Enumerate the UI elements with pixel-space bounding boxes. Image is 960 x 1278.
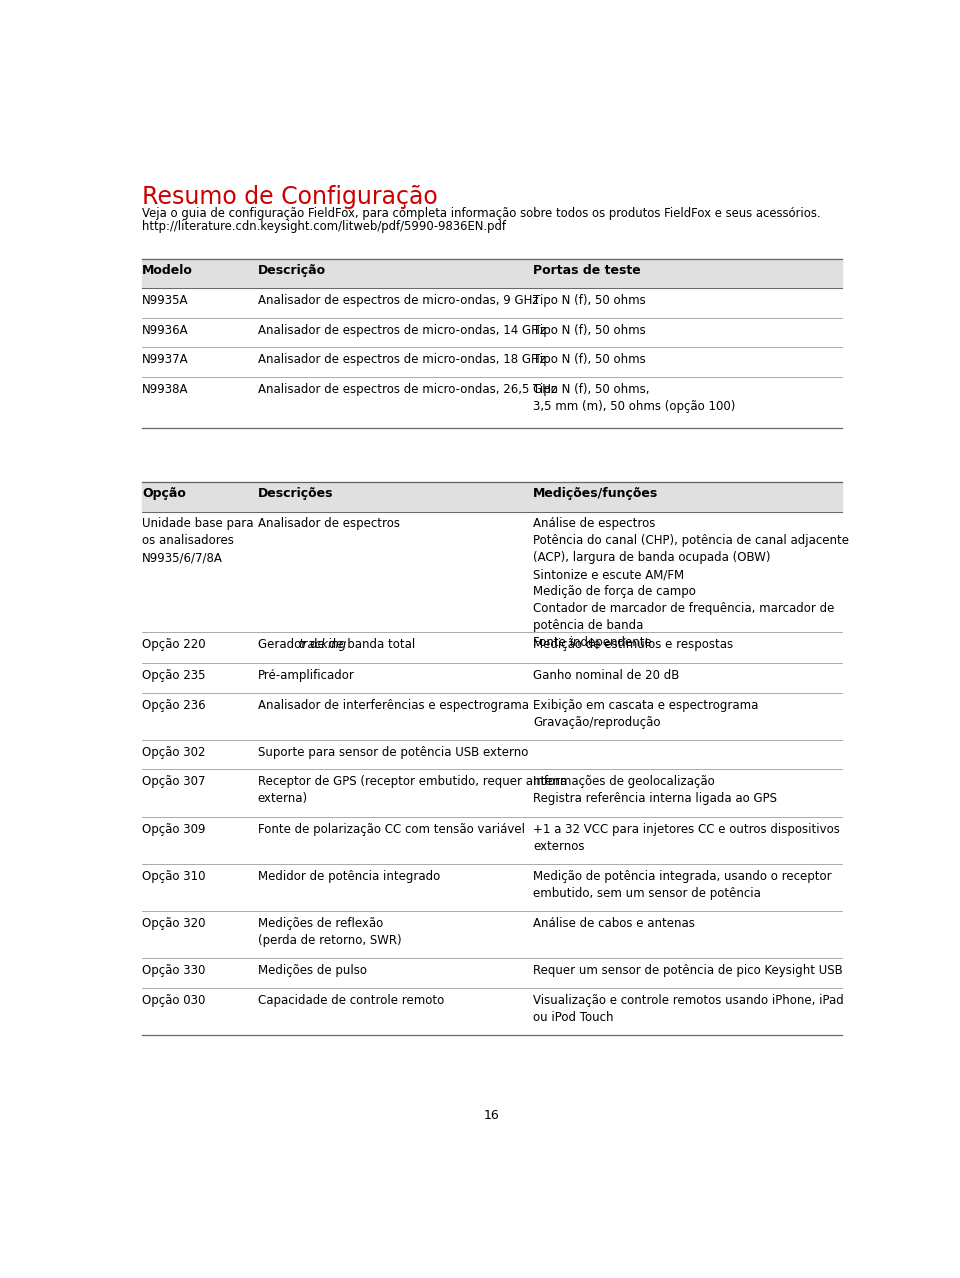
Text: Veja o guia de configuração FieldFox, para completa informação sobre todos os pr: Veja o guia de configuração FieldFox, pa… xyxy=(142,207,821,221)
Text: Ganho nominal de 20 dB: Ganho nominal de 20 dB xyxy=(533,668,680,682)
Bar xyxy=(142,258,842,288)
Text: Opção 302: Opção 302 xyxy=(142,746,205,759)
Text: Opção 310: Opção 310 xyxy=(142,870,205,883)
Bar xyxy=(142,482,842,511)
Text: N9937A: N9937A xyxy=(142,353,189,366)
Text: Pré-amplificador: Pré-amplificador xyxy=(257,668,354,682)
Text: Unidade base para
os analisadores
N9935/6/7/8A: Unidade base para os analisadores N9935/… xyxy=(142,518,253,565)
Text: Analisador de espectros de micro-ondas, 18 GHz: Analisador de espectros de micro-ondas, … xyxy=(257,353,545,366)
Text: Visualização e controle remotos usando iPhone, iPad
ou iPod Touch: Visualização e controle remotos usando i… xyxy=(533,994,844,1024)
Text: Tipo N (f), 50 ohms: Tipo N (f), 50 ohms xyxy=(533,323,646,336)
Text: Modelo: Modelo xyxy=(142,263,193,276)
Text: de banda total: de banda total xyxy=(324,638,415,651)
Text: Tipo N (f), 50 ohms: Tipo N (f), 50 ohms xyxy=(533,353,646,366)
Text: Medição de potência integrada, usando o receptor
embutido, sem um sensor de potê: Medição de potência integrada, usando o … xyxy=(533,870,831,900)
Text: Exibição em cascata e espectrograma
Gravação/reprodução: Exibição em cascata e espectrograma Grav… xyxy=(533,699,758,728)
Text: Analisador de interferências e espectrograma: Analisador de interferências e espectrog… xyxy=(257,699,529,712)
Text: Opção 030: Opção 030 xyxy=(142,994,205,1007)
Text: Descrição: Descrição xyxy=(257,263,325,276)
Text: +1 a 32 VCC para injetores CC e outros dispositivos
externos: +1 a 32 VCC para injetores CC e outros d… xyxy=(533,823,840,852)
Text: Medição de estímulos e respostas: Medição de estímulos e respostas xyxy=(533,638,733,651)
Text: Analisador de espectros: Analisador de espectros xyxy=(257,518,399,530)
Text: N9938A: N9938A xyxy=(142,382,189,396)
Text: Análise de espectros
Potência do canal (CHP), potência de canal adjacente
(ACP),: Análise de espectros Potência do canal (… xyxy=(533,518,849,649)
Text: Capacidade de controle remoto: Capacidade de controle remoto xyxy=(257,994,444,1007)
Text: Medições de reflexão
(perda de retorno, SWR): Medições de reflexão (perda de retorno, … xyxy=(257,918,401,947)
Text: Informações de geolocalização
Registra referência interna ligada ao GPS: Informações de geolocalização Registra r… xyxy=(533,776,777,805)
Text: Medições de pulso: Medições de pulso xyxy=(257,964,367,978)
Text: Requer um sensor de potência de pico Keysight USB: Requer um sensor de potência de pico Key… xyxy=(533,964,843,978)
Text: Opção 235: Opção 235 xyxy=(142,668,205,682)
Text: Suporte para sensor de potência USB externo: Suporte para sensor de potência USB exte… xyxy=(257,746,528,759)
Text: Tipo N (f), 50 ohms,
3,5 mm (m), 50 ohms (opção 100): Tipo N (f), 50 ohms, 3,5 mm (m), 50 ohms… xyxy=(533,382,735,413)
Text: Medições/funções: Medições/funções xyxy=(533,487,659,500)
Text: Analisador de espectros de micro-ondas, 9 GHz: Analisador de espectros de micro-ondas, … xyxy=(257,294,539,307)
Text: Gerador de: Gerador de xyxy=(257,638,328,651)
Text: Opção 330: Opção 330 xyxy=(142,964,205,978)
Text: 16: 16 xyxy=(484,1109,500,1122)
Text: Portas de teste: Portas de teste xyxy=(533,263,640,276)
Text: Opção 220: Opção 220 xyxy=(142,638,206,651)
Text: Análise de cabos e antenas: Análise de cabos e antenas xyxy=(533,918,695,930)
Text: Receptor de GPS (receptor embutido, requer antena
externa): Receptor de GPS (receptor embutido, requ… xyxy=(257,776,567,805)
Text: Medidor de potência integrado: Medidor de potência integrado xyxy=(257,870,440,883)
Text: Analisador de espectros de micro-ondas, 14 GHz: Analisador de espectros de micro-ondas, … xyxy=(257,323,546,336)
Text: Fonte de polarização CC com tensão variável: Fonte de polarização CC com tensão variá… xyxy=(257,823,524,836)
Text: Tipo N (f), 50 ohms: Tipo N (f), 50 ohms xyxy=(533,294,646,307)
Text: http://literature.cdn.keysight.com/litweb/pdf/5990-9836EN.pdf: http://literature.cdn.keysight.com/litwe… xyxy=(142,220,506,234)
Text: Analisador de espectros de micro-ondas, 26,5 GHz: Analisador de espectros de micro-ondas, … xyxy=(257,382,557,396)
Text: N9936A: N9936A xyxy=(142,323,189,336)
Text: Opção 307: Opção 307 xyxy=(142,776,205,789)
Text: Opção 320: Opção 320 xyxy=(142,918,205,930)
Text: Opção 236: Opção 236 xyxy=(142,699,206,712)
Text: N9935A: N9935A xyxy=(142,294,189,307)
Text: Descrições: Descrições xyxy=(257,487,333,500)
Text: Opção: Opção xyxy=(142,487,186,500)
Text: tracking: tracking xyxy=(299,638,347,651)
Text: Opção 309: Opção 309 xyxy=(142,823,205,836)
Text: Resumo de Configuração: Resumo de Configuração xyxy=(142,185,438,208)
